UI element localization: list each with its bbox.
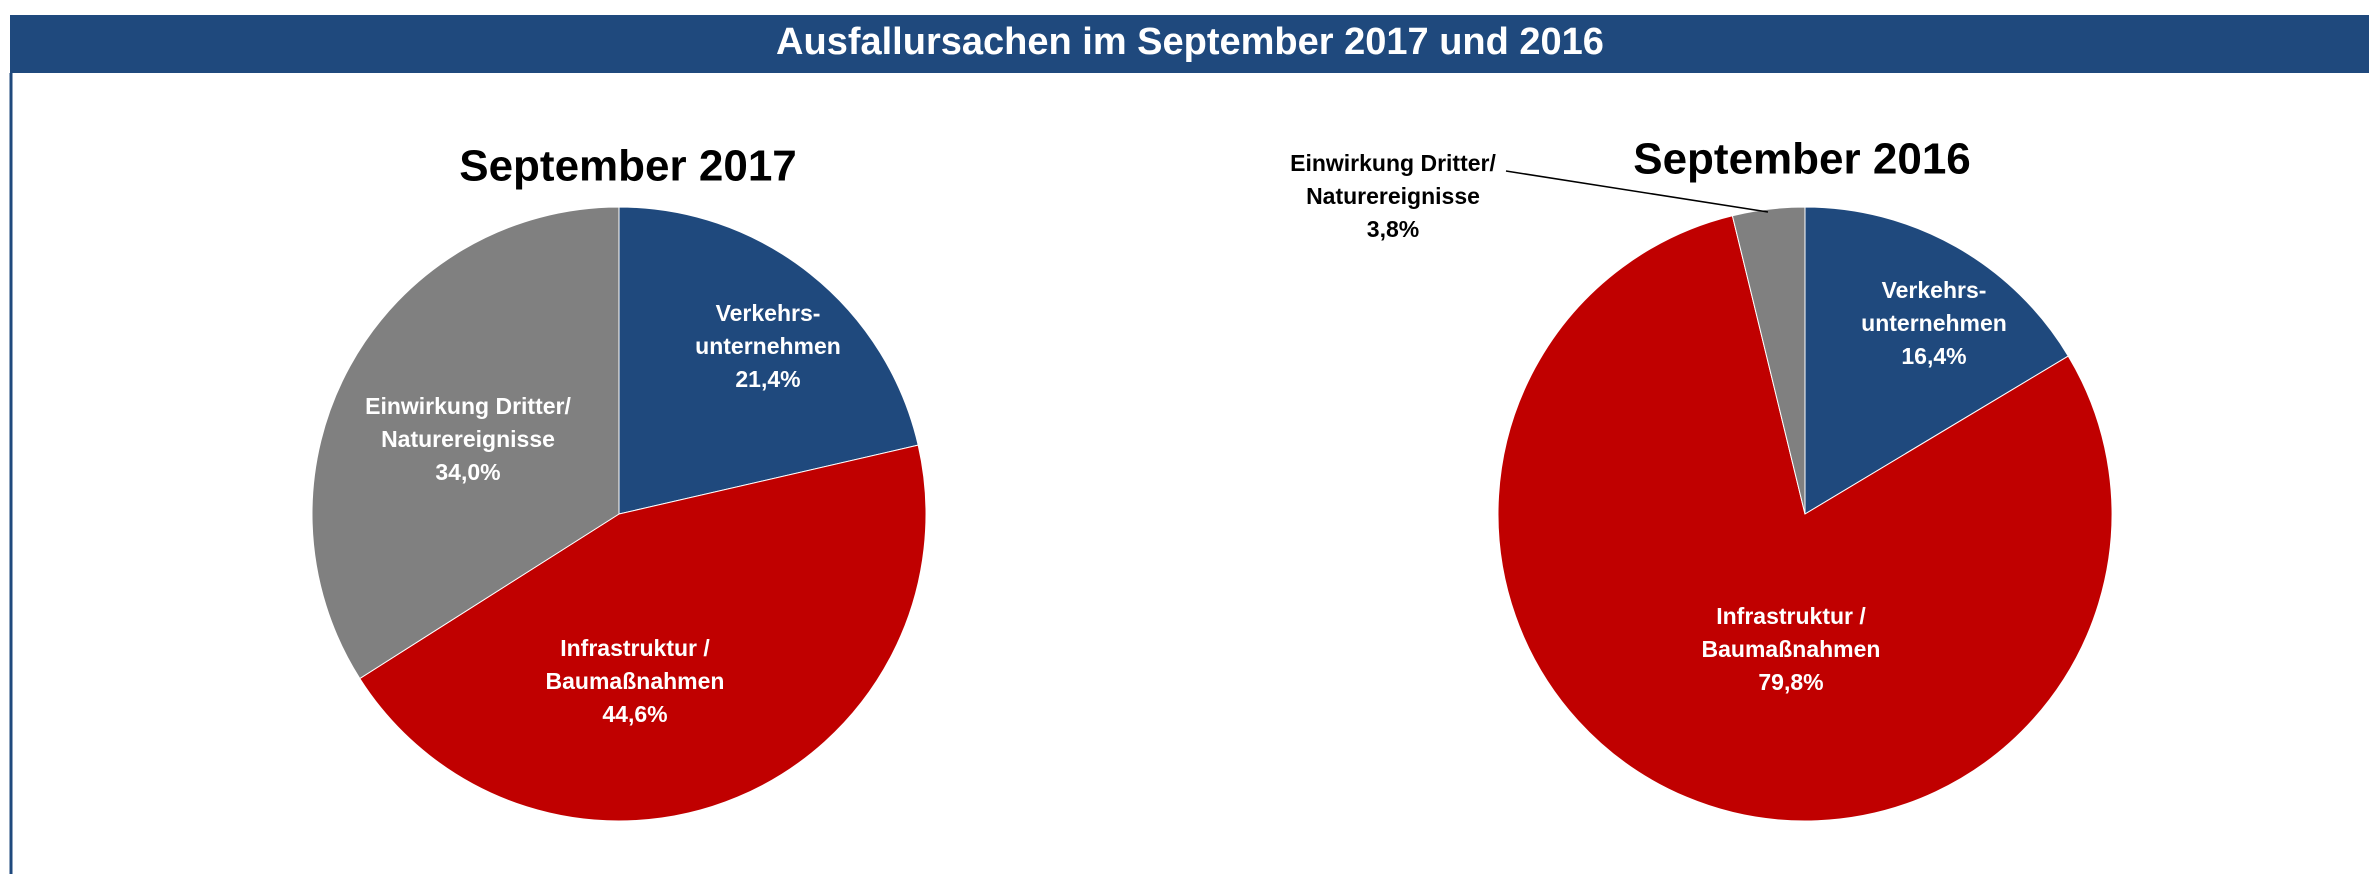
pie-title: September 2016 xyxy=(1633,135,1971,184)
pie-slice xyxy=(311,206,620,680)
page-title: Ausfallursachen im September 2017 und 20… xyxy=(776,21,1604,63)
pie-slice xyxy=(618,206,919,515)
slice-label: Infrastruktur / xyxy=(560,635,710,661)
pie-slice xyxy=(1497,215,2113,822)
pie-title: September 2017 xyxy=(459,142,797,191)
slice-value-label: 34,0% xyxy=(435,459,500,485)
slice-value-label: 21,4% xyxy=(735,366,800,392)
slice-label: Baumaßnahmen xyxy=(1702,636,1881,662)
slice-label: unternehmen xyxy=(695,333,841,359)
pie-slice xyxy=(1804,206,2069,515)
slice-value-label: 16,4% xyxy=(1901,343,1966,369)
slice-value-label: 79,8% xyxy=(1758,669,1823,695)
slice-label: Einwirkung Dritter/ xyxy=(1290,150,1496,176)
slice-value-label: 3,8% xyxy=(1367,216,1419,242)
header-bar xyxy=(10,15,2369,73)
slice-label: Infrastruktur / xyxy=(1716,603,1866,629)
slice-label: Verkehrs- xyxy=(716,300,821,326)
slice-label: Naturereignisse xyxy=(1306,183,1480,209)
leader-line xyxy=(1505,170,1769,213)
slice-label: unternehmen xyxy=(1861,310,2007,336)
slice-label: Verkehrs- xyxy=(1882,277,1987,303)
pie-slice xyxy=(1731,206,1806,515)
slice-label: Einwirkung Dritter/ xyxy=(365,393,571,419)
slice-value-label: 44,6% xyxy=(602,701,667,727)
pie-slice xyxy=(359,444,927,822)
slice-label: Naturereignisse xyxy=(381,426,555,452)
slice-label: Baumaßnahmen xyxy=(546,668,725,694)
